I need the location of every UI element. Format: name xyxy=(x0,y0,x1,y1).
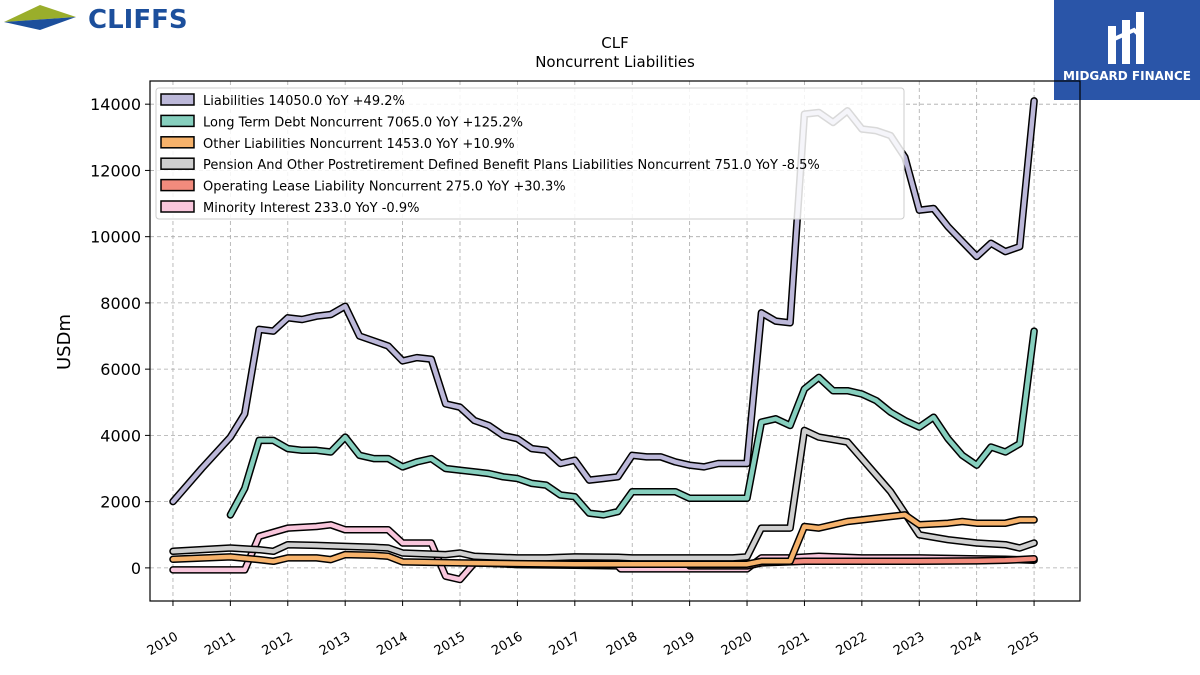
plot-frame xyxy=(149,80,1081,602)
x-tick-label: 2016 xyxy=(489,629,525,659)
y-tick-label: 14000 xyxy=(90,95,141,114)
cliffs-logo: CLIFFS xyxy=(0,0,250,40)
y-tick-label: 6000 xyxy=(100,360,141,379)
legend-entry: Pension And Other Postretirement Defined… xyxy=(203,158,820,173)
x-tick-label: 2023 xyxy=(891,629,927,659)
x-tick-label: 2018 xyxy=(604,629,640,659)
legend-entry: Other Liabilities Noncurrent 1453.0 YoY … xyxy=(203,137,515,152)
series-outline-minority-interest xyxy=(169,521,1038,584)
legend-entry: Liabilities 14050.0 YoY +49.2% xyxy=(203,94,405,109)
x-tick-label: 2021 xyxy=(776,629,812,659)
series-lines xyxy=(169,97,1038,584)
x-tick-label: 2024 xyxy=(949,629,985,659)
x-tick-label: 2015 xyxy=(432,629,468,659)
x-tick-label: 2025 xyxy=(1006,629,1042,659)
legend-entry: Minority Interest 233.0 YoY -0.9% xyxy=(203,201,419,216)
legend-swatch xyxy=(160,114,195,128)
x-tick-label: 2020 xyxy=(719,629,755,659)
cliffs-logo-mark-icon: CLIFFS xyxy=(4,5,188,35)
x-tick-label: 2014 xyxy=(374,629,410,659)
legend-swatch xyxy=(160,157,195,170)
y-axis-label: USDm xyxy=(54,314,75,370)
legend-swatch xyxy=(160,93,195,106)
legend-box xyxy=(155,87,905,220)
x-tick-label: 2011 xyxy=(202,629,238,659)
x-tick-label: 2010 xyxy=(145,629,181,659)
y-axis-ticks: 0 2000 4000 6000 8000 10000 12000 14000 xyxy=(90,95,150,578)
series-line-minority-interest xyxy=(170,522,1037,582)
x-tick-label: 2022 xyxy=(834,629,870,659)
cliffs-logo-text: CLIFFS xyxy=(88,5,188,35)
series-line-long-term-debt-noncurrent xyxy=(228,328,1037,518)
midgard-finance-logo: MIDGARD FINANCE xyxy=(1054,0,1200,100)
midgard-logo-mark-icon: MIDGARD FINANCE xyxy=(1054,0,1200,100)
legend-swatch xyxy=(160,136,195,149)
x-tick-label: 2017 xyxy=(547,629,583,659)
x-tick-label: 2019 xyxy=(661,629,697,659)
y-tick-label: 0 xyxy=(131,559,141,578)
y-tick-label: 8000 xyxy=(100,294,141,313)
legend-swatch xyxy=(160,178,195,192)
chart-title: CLF xyxy=(601,34,628,52)
x-axis-ticks: 2010 2011 2012 2013 2014 2015 2016 2017 2018 2019… xyxy=(145,601,1042,659)
chart-subtitle: Noncurrent Liabilities xyxy=(535,53,695,71)
series-line-other-liabilities-noncurrent xyxy=(170,512,1037,567)
y-tick-label: 4000 xyxy=(100,426,141,445)
y-tick-label: 10000 xyxy=(90,228,141,247)
midgard-logo-text: MIDGARD FINANCE xyxy=(1063,69,1191,83)
x-tick-label: 2012 xyxy=(260,629,296,659)
x-tick-label: 2013 xyxy=(317,629,353,659)
chart-legend: Liabilities 14050.0 YoY +49.2% Long Term … xyxy=(155,87,905,220)
y-tick-label: 12000 xyxy=(90,161,141,180)
legend-entry: Long Term Debt Noncurrent 7065.0 YoY +12… xyxy=(203,115,523,130)
legend-swatch xyxy=(160,200,195,213)
legend-entry: Operating Lease Liability Noncurrent 275… xyxy=(203,180,566,195)
y-tick-label: 2000 xyxy=(100,493,141,512)
